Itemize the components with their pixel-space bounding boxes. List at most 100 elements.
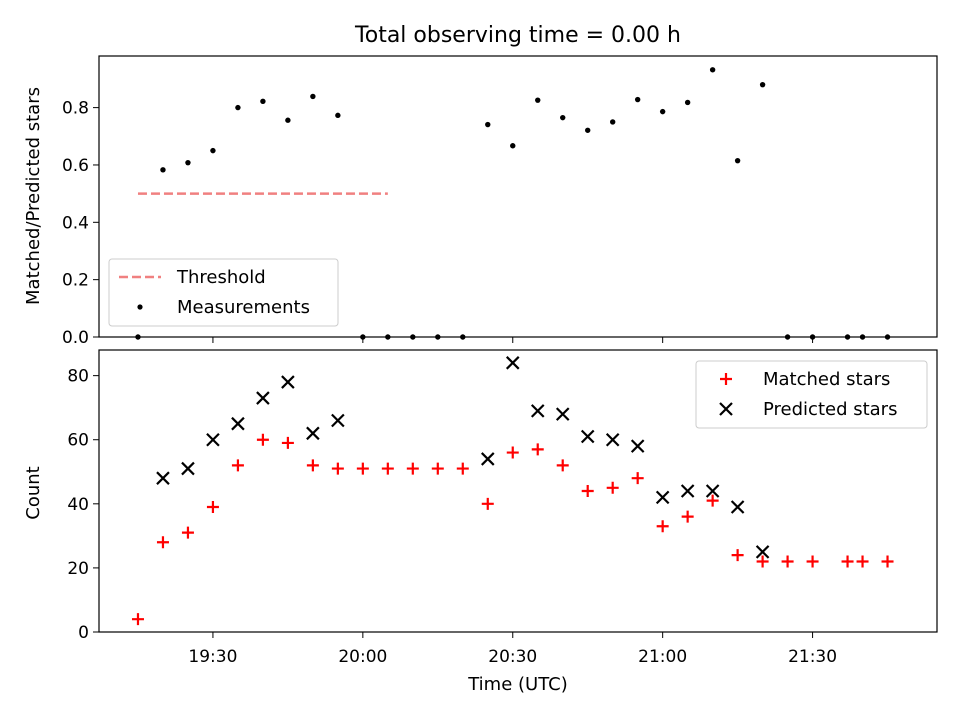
predicted-star-point xyxy=(331,413,345,428)
predicted-star-point xyxy=(705,484,720,498)
matched-star-point xyxy=(181,526,194,539)
measurement-point xyxy=(734,157,741,164)
matched-star-point xyxy=(631,472,644,485)
matched-star-point xyxy=(206,501,219,514)
measurement-point xyxy=(510,143,516,149)
predicted-star-point xyxy=(181,461,195,476)
measurement-point xyxy=(609,119,616,125)
top-ytick-label: 0.4 xyxy=(62,213,89,233)
matched-star-point xyxy=(681,510,694,523)
predicted-star-point xyxy=(555,407,570,421)
measurement-point xyxy=(684,99,691,106)
legend-predicted-marker xyxy=(719,402,733,416)
matched-star-point xyxy=(356,462,369,475)
top-ytick-label: 0.2 xyxy=(62,271,89,291)
measurement-point xyxy=(260,98,266,105)
measurement-point xyxy=(235,104,241,111)
matched-star-point xyxy=(456,462,469,475)
matched-star-point xyxy=(706,494,719,507)
figure-title: Total observing time = 0.00 h xyxy=(354,23,681,48)
legend-threshold-label: Threshold xyxy=(176,267,266,288)
top-ytick-label: 0.0 xyxy=(62,328,89,348)
legend-matched-label: Matched stars xyxy=(763,369,890,390)
predicted-star-point xyxy=(306,426,320,441)
xtick-label: 21:00 xyxy=(638,647,687,667)
bottom-marks xyxy=(131,356,894,626)
bottom-ytick-label: 60 xyxy=(67,431,89,451)
matched-star-point xyxy=(556,459,569,472)
measurement-point xyxy=(759,81,766,88)
matched-star-point xyxy=(481,497,494,510)
matched-star-point xyxy=(531,443,544,456)
measurement-point xyxy=(659,108,666,115)
xtick-label: 21:30 xyxy=(788,647,837,667)
top-ytick-label: 0.6 xyxy=(62,156,89,176)
matched-star-point xyxy=(406,462,419,475)
bottom-legend-box xyxy=(695,360,928,429)
measurement-point xyxy=(709,67,716,73)
legend-measurements-label: Measurements xyxy=(177,297,310,318)
legend-measurements-marker xyxy=(137,304,143,310)
measurement-point xyxy=(310,93,316,100)
predicted-star-point xyxy=(580,429,595,444)
measurement-point xyxy=(210,147,216,154)
matched-star-point xyxy=(806,555,819,568)
matched-star-point xyxy=(756,555,769,568)
bottom-ytick-label: 20 xyxy=(67,559,89,579)
legend-matched-marker xyxy=(720,373,732,385)
top-y-axis-label: Matched/Predicted stars xyxy=(23,87,44,305)
measurement-point xyxy=(535,97,541,103)
matched-star-point xyxy=(881,555,894,568)
measurement-point xyxy=(585,127,591,133)
top-legend: Threshold Measurements xyxy=(108,258,339,327)
bottom-legend: Matched stars Predicted stars xyxy=(695,360,928,429)
top-axes-frame xyxy=(98,55,938,338)
matched-star-point xyxy=(381,462,394,475)
predicted-star-point xyxy=(505,356,520,370)
bottom-ytick-label: 80 xyxy=(67,367,89,387)
top-legend-box xyxy=(108,258,339,327)
matched-star-point xyxy=(656,520,669,533)
x-axis-label: Time (UTC) xyxy=(467,674,568,695)
predicted-star-point xyxy=(605,432,620,447)
measurement-point xyxy=(485,121,491,128)
predicted-star-point xyxy=(655,490,670,505)
matched-star-point xyxy=(256,433,269,446)
matched-star-point xyxy=(606,481,619,494)
xtick-label: 20:30 xyxy=(488,647,537,667)
predicted-star-point xyxy=(530,404,545,418)
measurement-point xyxy=(560,114,566,121)
predicted-star-point xyxy=(281,375,295,389)
matched-star-point xyxy=(506,446,519,459)
matched-star-point xyxy=(431,462,444,475)
predicted-star-point xyxy=(156,471,170,485)
predicted-star-point xyxy=(630,439,645,453)
measurement-point xyxy=(335,112,341,119)
matched-star-point xyxy=(581,485,594,497)
matched-star-point xyxy=(156,536,169,549)
xtick-label: 20:00 xyxy=(338,647,387,667)
matched-star-point xyxy=(281,436,294,449)
predicted-star-point xyxy=(480,452,495,466)
legend-predicted-label: Predicted stars xyxy=(763,399,897,420)
matched-star-point xyxy=(841,555,854,568)
matched-star-point xyxy=(781,555,794,568)
predicted-star-point xyxy=(730,500,745,514)
bottom-axes-frame xyxy=(98,349,938,633)
matched-star-point xyxy=(306,459,319,472)
matched-star-point xyxy=(731,549,744,562)
matched-star-point xyxy=(331,462,344,475)
matched-star-point xyxy=(131,613,144,626)
measurement-point xyxy=(160,167,166,173)
bottom-panel: 0 20 40 60 80 19:30 20:00 20:30 21:00 21:30 Coun… xyxy=(23,349,938,695)
bottom-y-axis-label: Count xyxy=(23,466,44,519)
top-ytick-label: 0.8 xyxy=(62,99,89,119)
predicted-star-point xyxy=(256,391,270,405)
bottom-ytick-label: 40 xyxy=(67,495,89,515)
xtick-label: 19:30 xyxy=(188,647,237,667)
matched-star-point xyxy=(856,555,869,568)
predicted-star-point xyxy=(206,432,220,447)
predicted-star-point xyxy=(680,484,695,498)
predicted-star-point xyxy=(231,416,245,431)
